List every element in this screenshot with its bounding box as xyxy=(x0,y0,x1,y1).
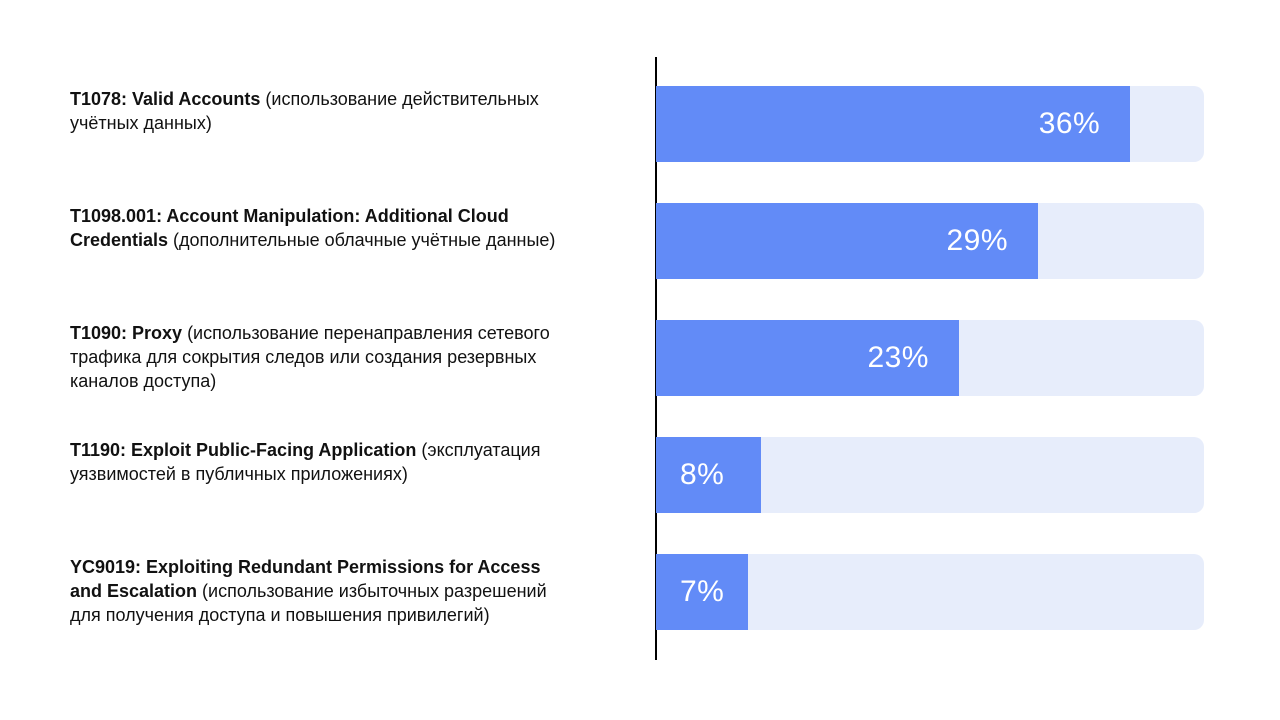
technique-label-line: and Escalation (использование избыточных… xyxy=(70,579,636,603)
technique-label: YC9019: Exploiting Redundant Permissions… xyxy=(0,554,656,627)
bar-value-label: 29% xyxy=(946,224,1008,257)
technique-label-line: каналов доступа) xyxy=(70,369,636,393)
bar-track: 36% xyxy=(656,86,1204,162)
technique-label-line: T1090: Proxy (использование перенаправле… xyxy=(70,321,636,345)
technique-id-text: T1098.001: Account Manipulation: Additio… xyxy=(70,206,509,226)
technique-description-text: (использование действительных xyxy=(260,89,539,109)
technique-description-text: (использование перенаправления сетевого xyxy=(182,323,550,343)
technique-id-text: Credentials xyxy=(70,230,169,250)
technique-label: T1098.001: Account Manipulation: Additio… xyxy=(0,203,656,252)
bar-track: 29% xyxy=(656,203,1204,279)
technique-label-line: T1098.001: Account Manipulation: Additio… xyxy=(70,204,636,228)
technique-label-line: Credentials (дополнительные облачные учё… xyxy=(70,228,636,252)
bar-value-label: 23% xyxy=(867,341,929,374)
chart-row: T1190: Exploit Public-Facing Application… xyxy=(0,437,1280,513)
bar-value-label: 7% xyxy=(680,575,725,608)
bar-track: 7% xyxy=(656,554,1204,630)
bar-value-label: 8% xyxy=(680,458,725,491)
technique-id-text: T1190: Exploit Public-Facing Application xyxy=(70,440,417,460)
technique-label: T1078: Valid Accounts (использование дей… xyxy=(0,86,656,135)
technique-id-text: T1078: Valid Accounts xyxy=(70,89,261,109)
bar-track: 23% xyxy=(656,320,1204,396)
technique-description-text: (использование избыточных разрешений xyxy=(197,581,547,601)
chart-row: YC9019: Exploiting Redundant Permissions… xyxy=(0,554,1280,630)
technique-label-line: для получения доступа и повышения привил… xyxy=(70,603,636,627)
technique-description-text: трафика для сокрытия следов или создания… xyxy=(70,347,537,367)
technique-description-text: каналов доступа) xyxy=(70,371,217,391)
bar-value-label: 36% xyxy=(1038,107,1101,140)
chart-rows: T1078: Valid Accounts (использование дей… xyxy=(0,86,1280,671)
technique-label-line: учётных данных) xyxy=(70,111,636,135)
technique-label-line: T1078: Valid Accounts (использование дей… xyxy=(70,87,636,111)
bar-fill: 7% xyxy=(656,554,749,630)
technique-label-line: YC9019: Exploiting Redundant Permissions… xyxy=(70,555,636,579)
technique-description-text: (эксплуатация xyxy=(416,440,541,460)
technique-description-text: учётных данных) xyxy=(70,113,212,133)
chart-row: T1078: Valid Accounts (использование дей… xyxy=(0,86,1280,162)
technique-label: T1090: Proxy (использование перенаправле… xyxy=(0,320,656,393)
bar-track: 8% xyxy=(656,437,1204,513)
bar-fill: 8% xyxy=(656,437,762,513)
technique-label-line: трафика для сокрытия следов или создания… xyxy=(70,345,636,369)
technique-description-text: (дополнительные облачные учётные данные) xyxy=(168,230,556,250)
technique-label-line: T1190: Exploit Public-Facing Application… xyxy=(70,438,636,462)
technique-label-line: уязвимостей в публичных приложениях) xyxy=(70,462,636,486)
technique-id-text: and Escalation xyxy=(70,581,198,601)
technique-id-text: T1090: Proxy xyxy=(70,323,183,343)
chart-row: T1090: Proxy (использование перенаправле… xyxy=(0,320,1280,396)
technique-id-text: YC9019: Exploiting Redundant Permissions… xyxy=(70,557,541,577)
chart-row: T1098.001: Account Manipulation: Additio… xyxy=(0,203,1280,279)
technique-label: T1190: Exploit Public-Facing Application… xyxy=(0,437,656,486)
bar-fill: 36% xyxy=(656,86,1131,162)
technique-description-text: уязвимостей в публичных приложениях) xyxy=(70,464,408,484)
bar-fill: 29% xyxy=(656,203,1038,279)
technique-description-text: для получения доступа и повышения привил… xyxy=(70,605,490,625)
bar-fill: 23% xyxy=(656,320,959,396)
